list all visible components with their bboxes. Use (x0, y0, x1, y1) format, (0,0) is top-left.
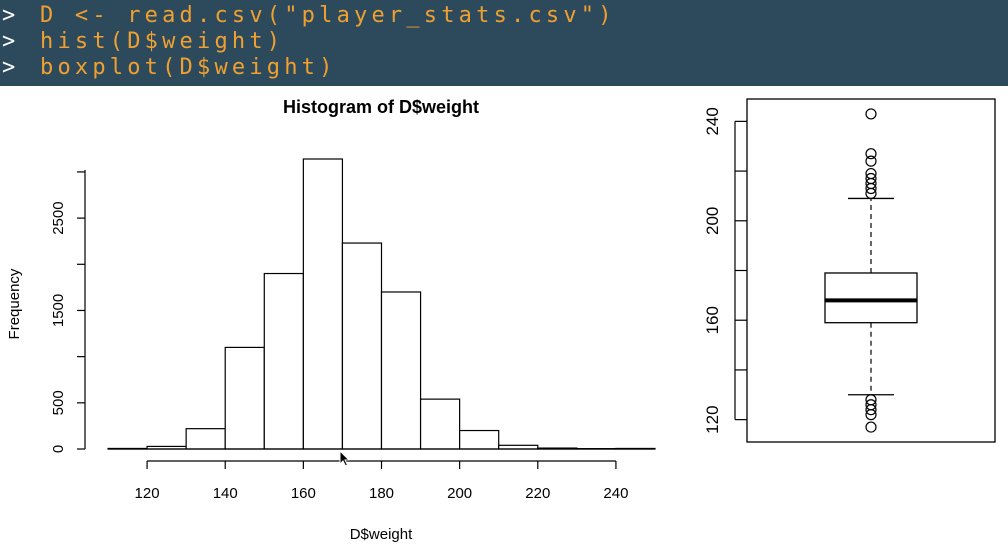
boxplot-y-tick-label: 200 (703, 207, 722, 235)
histogram-bar (459, 429, 500, 450)
histogram-y-tick-label: 2500 (50, 201, 67, 234)
histogram-title: Histogram of D$weight (283, 97, 479, 117)
console-command: boxplot(D$weight) (40, 55, 337, 80)
console-command: D <- read.csv("player_stats.csv") (40, 3, 616, 28)
histogram-bars (107, 158, 656, 450)
histogram-x-axis: 120 140 160 180 200 220 240 (135, 460, 628, 502)
boxplot-y-tick-label: 120 (703, 405, 722, 433)
histogram-bar (380, 291, 422, 450)
histogram-x-tick-label: 140 (213, 485, 238, 502)
console-prompt: > (2, 29, 20, 54)
histogram-bar (224, 346, 265, 450)
histogram-x-tick-label: 160 (291, 485, 316, 502)
histogram-x-tick-label: 220 (525, 485, 550, 502)
boxplot-outlier-point (865, 404, 877, 416)
histogram-bar (263, 272, 304, 450)
console-command: hist(D$weight) (40, 29, 285, 54)
console-line-2: > hist(D$weight) (0, 29, 1008, 55)
histogram-bar (302, 158, 344, 450)
console-prompt: > (2, 3, 20, 28)
histogram-x-tick-label: 240 (603, 485, 628, 502)
histogram-y-tick-label: 0 (50, 445, 67, 453)
boxplot-outlier-point (865, 182, 877, 195)
histogram-y-tick-label: 1500 (50, 294, 67, 327)
console-prompt: > (2, 55, 20, 80)
histogram-y-tick-label: 500 (50, 390, 67, 415)
console-line-3: > boxplot(D$weight) (0, 55, 1008, 81)
console-line-1: > D <- read.csv("player_stats.csv") (0, 3, 1008, 29)
boxplot-box (824, 272, 918, 324)
histogram-x-tick-label: 180 (369, 485, 394, 502)
mouse-cursor-icon (339, 450, 351, 467)
boxplot-outlier-point (865, 421, 877, 433)
histogram-y-axis: 0 500 1500 2500 (50, 170, 86, 453)
boxplot-y-tick-label: 240 (703, 107, 722, 135)
boxplot-y-tick-label: 160 (703, 306, 722, 334)
histogram-bar (341, 242, 383, 450)
histogram-x-axis-label: D$weight (350, 526, 413, 543)
boxplot-outlier-point (865, 187, 877, 200)
boxplot-outlier-point (865, 155, 877, 167)
histogram-x-tick-label: 120 (135, 485, 160, 502)
boxplot-body (824, 197, 918, 396)
r-console: > D <- read.csv("player_stats.csv") > hist… (0, 0, 1008, 86)
histogram-bar (419, 398, 461, 450)
boxplot-y-axis: 120 160 200 240 (703, 107, 747, 434)
boxplot-outlier-point (865, 108, 877, 120)
boxplot-outliers (865, 108, 877, 433)
histogram-x-tick-label: 200 (447, 485, 472, 502)
histogram-bar (185, 428, 226, 450)
boxplot-outlier-point (865, 148, 877, 160)
boxplot-outlier-point (865, 409, 877, 421)
histogram-y-axis-label: Frequency (6, 268, 23, 339)
